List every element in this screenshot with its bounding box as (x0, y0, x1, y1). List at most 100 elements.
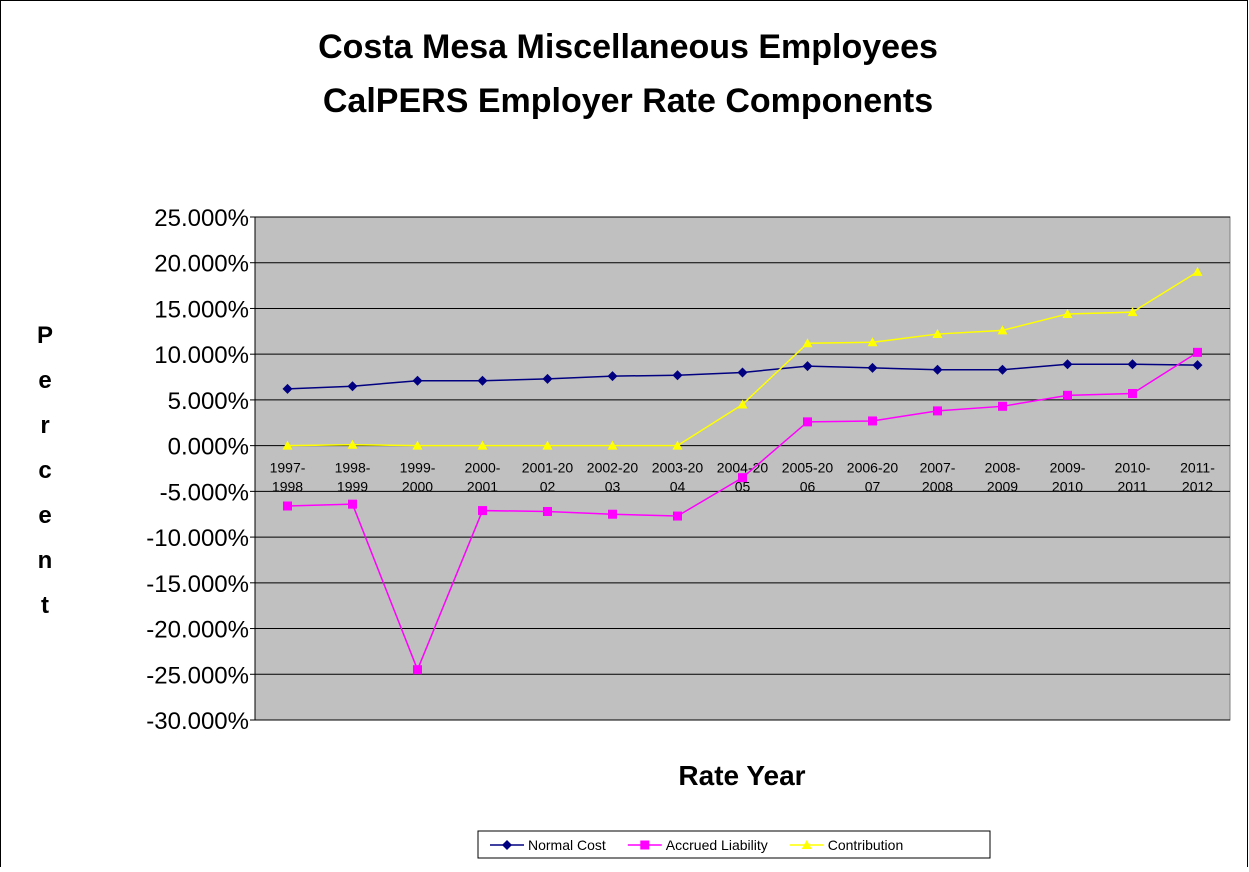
x-tick-label: 2001 (467, 479, 498, 495)
x-tick-label: 03 (605, 479, 621, 495)
y-tick-label: -25.000% (146, 662, 249, 689)
marker (1063, 390, 1072, 400)
x-tick-label: 2000- (465, 460, 501, 476)
marker (672, 440, 683, 450)
marker (542, 373, 553, 384)
y-tick-label: -30.000% (146, 708, 249, 735)
marker (282, 383, 293, 394)
y-tick-label: 0.000% (168, 434, 249, 461)
x-tick-label: 2011- (1180, 460, 1215, 476)
x-tick-label: 2000 (402, 479, 433, 495)
marker (283, 501, 292, 511)
marker (1192, 360, 1203, 371)
marker (997, 325, 1008, 335)
legend: Normal Cost Accrued Liability Contribution (477, 830, 991, 859)
x-tick-label: 07 (865, 479, 881, 495)
legend-box (477, 830, 991, 859)
x-tick-label: 2007- (920, 460, 956, 476)
marker (867, 362, 878, 373)
x-tick-label: 1998- (335, 460, 371, 476)
marker (998, 401, 1007, 411)
marker (801, 840, 812, 849)
plot-area (254, 216, 1231, 721)
marker (607, 371, 618, 382)
marker (542, 440, 553, 450)
marker (477, 375, 488, 386)
y-tick-label: 25.000% (154, 205, 249, 232)
marker (1128, 389, 1137, 399)
x-tick-label: 2008- (985, 460, 1021, 476)
marker (347, 381, 358, 392)
y-tick-label: -5.000% (160, 479, 249, 506)
marker (608, 509, 617, 519)
y-tick-label: 20.000% (154, 251, 249, 278)
marker (348, 499, 357, 509)
x-tick-label: 04 (670, 479, 686, 495)
marker (282, 440, 293, 450)
marker (1127, 359, 1138, 370)
marker (502, 840, 512, 850)
marker (413, 665, 422, 675)
legend-label: Normal Cost (528, 837, 606, 853)
marker (1062, 359, 1073, 370)
marker (737, 367, 748, 378)
x-tick-label: 2006-20 (847, 460, 899, 476)
marker (347, 439, 358, 449)
x-tick-label: 02 (540, 479, 556, 495)
marker (477, 440, 488, 450)
marker (997, 364, 1008, 375)
x-tick-label: 06 (800, 479, 816, 495)
x-tick-label: 2002-20 (587, 460, 639, 476)
marker (867, 337, 878, 347)
marker (1192, 266, 1203, 276)
marker (933, 406, 942, 416)
x-tick-label: 2004-20 (717, 460, 769, 476)
legend-label: Contribution (828, 837, 904, 853)
x-tick-label: 2011 (1117, 479, 1147, 495)
marker (607, 440, 618, 450)
x-tick-label: 2010- (1115, 460, 1151, 476)
x-tick-label: 1997- (270, 460, 306, 476)
marker (1127, 307, 1138, 317)
y-tick-label: -20.000% (146, 617, 249, 644)
marker (672, 370, 683, 381)
x-tick-label: 2012 (1182, 479, 1213, 495)
marker (738, 473, 747, 483)
y-axis-title: Percent (32, 322, 59, 637)
marker (802, 361, 813, 372)
marker (640, 840, 650, 850)
marker (737, 399, 748, 409)
marker (932, 329, 943, 339)
x-tick-label: 2008 (922, 479, 953, 495)
marker (868, 416, 877, 426)
x-tick-label: 1999- (400, 460, 436, 476)
marker (1193, 347, 1202, 357)
chart-title: Costa Mesa Miscellaneous Employees (318, 28, 938, 66)
legend-label: Accrued Liability (666, 837, 768, 853)
x-tick-label: 2005-20 (782, 460, 834, 476)
y-tick-label: 15.000% (154, 296, 249, 323)
marker (478, 506, 487, 516)
marker (412, 440, 423, 450)
x-tick-label: 2009- (1050, 460, 1086, 476)
marker (802, 338, 813, 348)
marker (412, 375, 423, 386)
x-tick-label: 2001-20 (522, 460, 574, 476)
marker (673, 511, 682, 521)
y-tick-label: -10.000% (146, 525, 249, 552)
x-tick-label: 1999 (337, 479, 368, 495)
y-tick-label: -15.000% (146, 571, 249, 598)
y-tick-label: 5.000% (168, 388, 249, 415)
marker (543, 506, 552, 516)
x-tick-label: 2003-20 (652, 460, 704, 476)
x-tick-label: 2009 (987, 479, 1018, 495)
marker (1062, 308, 1073, 318)
marker (932, 364, 943, 375)
chart-title: CalPERS Employer Rate Components (323, 82, 933, 120)
y-tick-label: 10.000% (154, 342, 249, 369)
x-tick-label: 05 (735, 479, 751, 495)
x-tick-label: 1998 (272, 479, 303, 495)
x-tick-label: 2010 (1052, 479, 1083, 495)
x-axis-title: Rate Year (678, 760, 805, 791)
